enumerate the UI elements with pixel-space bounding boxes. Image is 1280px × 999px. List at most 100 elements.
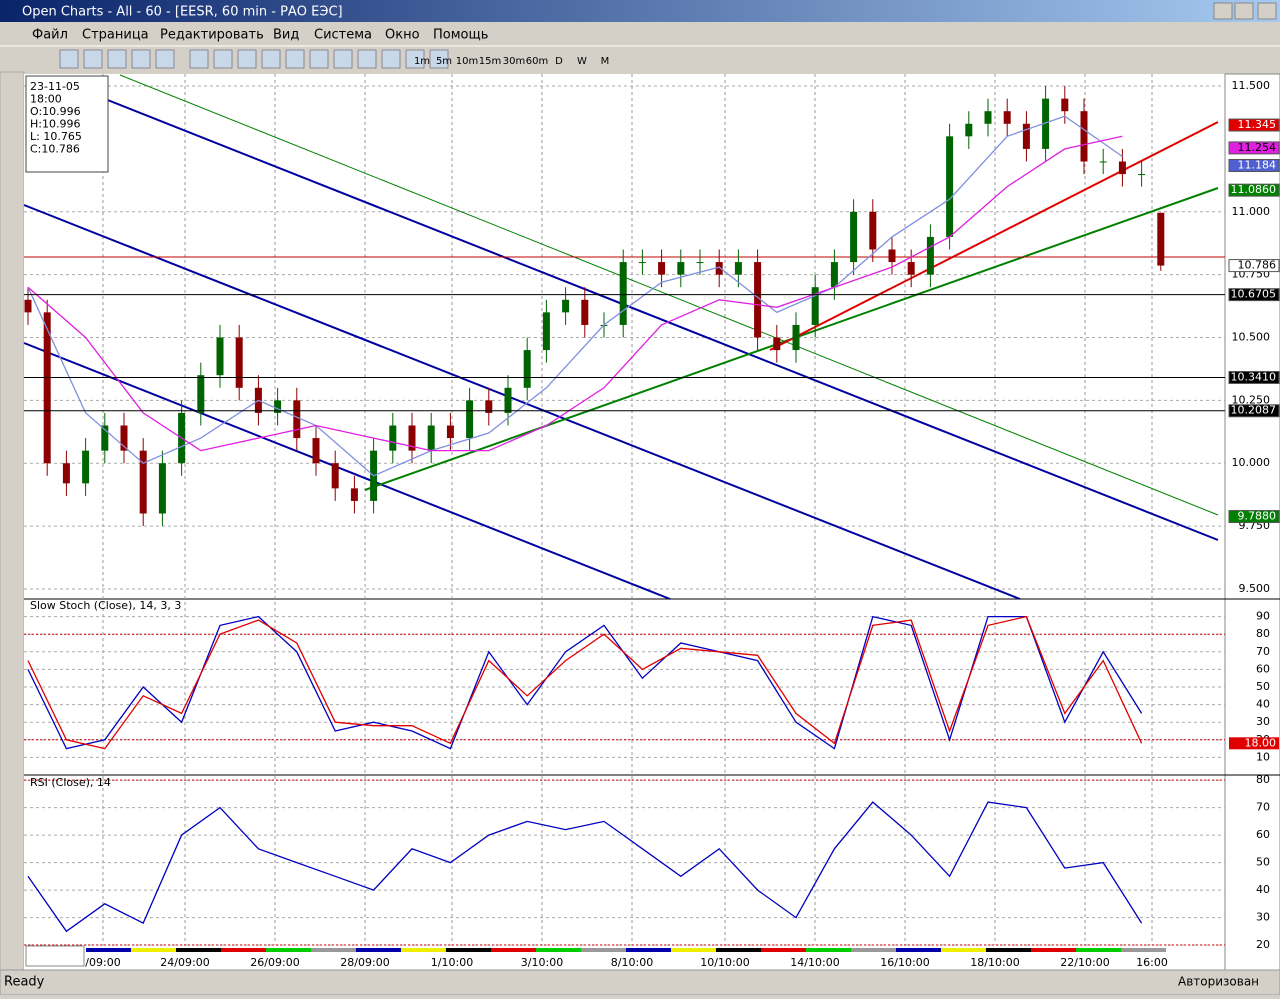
candle-body [1157, 212, 1165, 266]
tool-button[interactable] [285, 49, 305, 69]
info-line: C:10.786 [30, 143, 80, 156]
candle-body [542, 312, 550, 351]
timeframe-button[interactable]: 60m [526, 56, 548, 67]
x-tick-label: 18/10:00 [970, 956, 1019, 969]
timeframe-button[interactable]: 5m [436, 56, 452, 67]
date-strip [626, 948, 671, 952]
y-tick-label: 80 [1256, 627, 1270, 640]
y-tick-label: 10.000 [1232, 456, 1271, 469]
close[interactable] [1257, 2, 1277, 20]
x-tick-label: 1/10:00 [431, 956, 473, 969]
info-box [25, 75, 109, 173]
y-tick-label: 70 [1256, 645, 1270, 658]
tool-button[interactable] [59, 49, 79, 69]
tool-button[interactable] [83, 49, 103, 69]
price-label: 9.7880 [1238, 510, 1277, 523]
trend-lines [23, 74, 1225, 600]
title-bar [0, 0, 1280, 22]
candle-body [734, 262, 742, 275]
price-label-box [1228, 370, 1280, 384]
tool-button[interactable] [333, 49, 353, 69]
date-strip [716, 948, 761, 952]
candle-body [62, 463, 70, 484]
value-box [1229, 737, 1279, 750]
candle-body [715, 262, 723, 275]
tool-button[interactable] [237, 49, 257, 69]
menu-item[interactable]: Редактировать [160, 28, 264, 43]
timeframe-button[interactable]: W [577, 56, 587, 67]
candle-body [638, 262, 646, 264]
candle-body [197, 375, 205, 413]
timeframe-button[interactable]: D [555, 56, 563, 67]
indicator-line [27, 135, 1123, 452]
chart-area [24, 74, 1225, 970]
timeframe-button[interactable]: M [601, 56, 610, 67]
candle-body [984, 111, 992, 124]
menu-item[interactable]: Система [314, 28, 372, 43]
tool-button[interactable] [261, 49, 281, 69]
x-tick-label: 16/10:00 [880, 956, 929, 969]
price-label: 10.2087 [1231, 404, 1277, 417]
candle-body [139, 450, 147, 514]
tool-button[interactable] [131, 49, 151, 69]
price-label-box [1228, 141, 1280, 155]
candle-body [158, 463, 166, 514]
status: Ready [4, 975, 45, 990]
scroll-box[interactable] [25, 945, 85, 967]
indicator-line [27, 615, 1143, 750]
candle-body [408, 425, 416, 451]
price-label-box [1228, 259, 1280, 273]
x-tick-label: 22/10:00 [1060, 956, 1109, 969]
window-title: Open Charts - All - 60 - [EESR, 60 min -… [22, 5, 343, 20]
candle-body [120, 425, 128, 451]
tool-button[interactable] [357, 49, 377, 69]
timeframe-button[interactable]: 10m [456, 56, 478, 67]
value-label: 18.00 [1245, 736, 1277, 749]
tool-button[interactable] [213, 49, 233, 69]
tool-button[interactable] [429, 49, 449, 69]
status-user: Авторизован [1178, 975, 1259, 989]
minimize[interactable] [1213, 2, 1233, 20]
timeframe-button[interactable]: 1m [414, 56, 430, 67]
menu-item[interactable]: Файл [32, 28, 68, 43]
price-label-box [1228, 118, 1280, 132]
candle-body [82, 450, 90, 484]
tool-button[interactable] [309, 49, 329, 69]
candle-body [485, 400, 493, 413]
menu-item[interactable]: Окно [385, 28, 420, 43]
y-tick-label: 11.500 [1232, 79, 1271, 92]
candle-body [446, 425, 454, 439]
date-strip [761, 948, 806, 952]
candle-body [581, 299, 589, 325]
candle-body [754, 262, 762, 338]
menu-item[interactable]: Помощь [433, 28, 488, 43]
y-tick-label: 30 [1256, 715, 1270, 728]
tool-button[interactable] [155, 49, 175, 69]
price-label: 10.3410 [1231, 370, 1277, 383]
candle-body [350, 488, 358, 501]
menu-item[interactable]: Страница [82, 28, 149, 43]
price-label: 10.6705 [1231, 288, 1277, 301]
date-strip [986, 948, 1031, 952]
menu-bar: Файл Страница Редактировать Вид Система Окно П… [32, 28, 488, 43]
date-strip [896, 948, 941, 952]
date-strip [491, 948, 536, 952]
timeframe-button[interactable]: 30m [503, 56, 525, 67]
x-tick-label: 10/10:00 [700, 956, 749, 969]
price-label: 11.254 [1238, 141, 1277, 154]
y-tick-label: 50 [1256, 680, 1270, 693]
tool-button[interactable] [107, 49, 127, 69]
tool-button[interactable] [381, 49, 401, 69]
tool-button[interactable] [405, 49, 425, 69]
candle-body [235, 337, 243, 388]
timeframe-button[interactable]: 15m [479, 56, 501, 67]
tool-button[interactable] [189, 49, 209, 69]
price-label: 11.184 [1238, 159, 1277, 172]
candle-body [658, 262, 666, 275]
menu-item[interactable]: Вид [273, 28, 299, 43]
y-tick-label: 70 [1256, 801, 1270, 814]
candle-body [907, 262, 915, 275]
indicator-line [27, 801, 1143, 933]
maximize[interactable] [1234, 2, 1254, 20]
